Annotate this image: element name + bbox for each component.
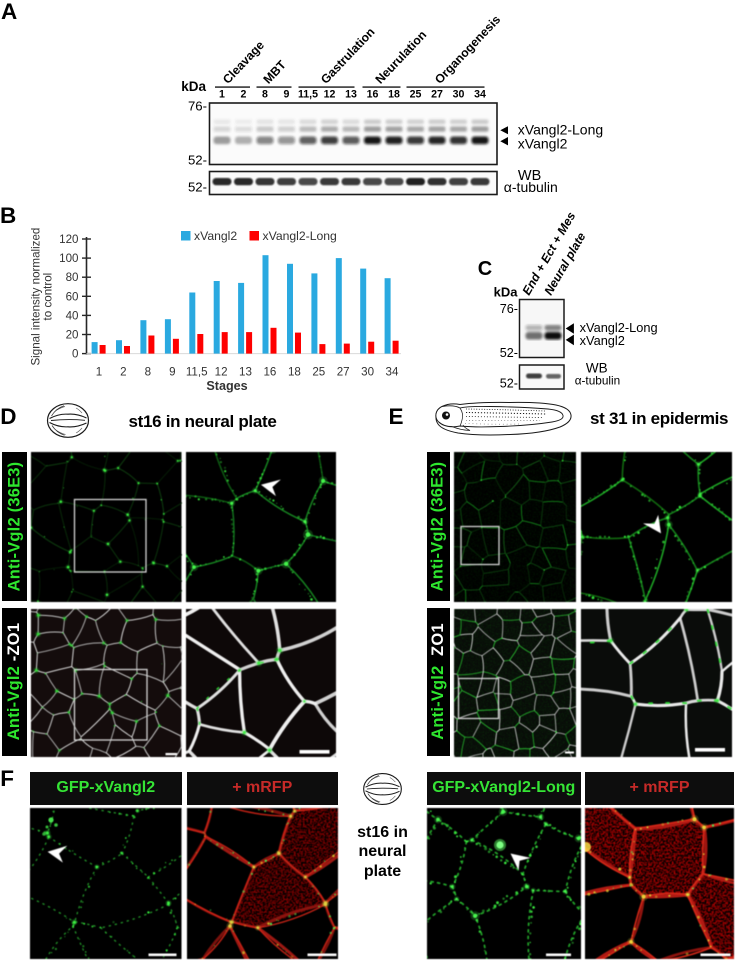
svg-text:xVangl2: xVangl2 [194,229,237,243]
svg-text:40: 40 [66,309,79,322]
svg-text:27: 27 [337,365,350,378]
svg-text:8: 8 [262,89,268,101]
svg-text:Cleavage: Cleavage [220,38,267,87]
svg-text:kDa: kDa [494,285,519,300]
svg-text:9: 9 [169,365,175,378]
svg-text:25: 25 [312,365,325,378]
svg-text:α-tubulin: α-tubulin [504,179,558,195]
svg-text:25: 25 [410,89,422,101]
svg-text:80: 80 [66,271,79,284]
svg-text:2: 2 [120,365,126,378]
svg-text:WB: WB [518,168,541,184]
svg-text:Organogenesis: Organogenesis [432,12,503,86]
svg-text:13: 13 [345,89,357,101]
svg-text:0: 0 [72,348,78,361]
svg-text:11,5: 11,5 [186,365,208,378]
svg-text:WB: WB [586,360,608,375]
svg-text:to control: to control [42,273,55,321]
svg-text:16: 16 [263,365,276,378]
svg-text:120: 120 [59,233,78,246]
svg-text:Gastrulation: Gastrulation [318,25,378,87]
svg-text:1: 1 [96,365,102,378]
svg-text:xVangl2: xVangl2 [518,136,568,152]
svg-text:76-: 76- [188,99,207,114]
svg-text:76-: 76- [500,302,518,316]
svg-text:9: 9 [284,89,290,101]
svg-text:xVangl2-Long: xVangl2-Long [263,229,337,243]
svg-text:20: 20 [66,329,79,342]
svg-text:Signal intensity normalized: Signal intensity normalized [30,228,43,366]
svg-text:xVangl2: xVangl2 [580,333,625,348]
svg-text:30: 30 [453,89,465,101]
svg-text:60: 60 [66,290,79,303]
svg-text:34: 34 [386,365,399,378]
svg-text:34: 34 [474,89,486,101]
svg-text:30: 30 [361,365,374,378]
svg-text:12: 12 [215,365,228,378]
svg-text:xVangl2-Long: xVangl2-Long [518,122,603,138]
svg-text:kDa: kDa [181,79,206,94]
svg-text:8: 8 [145,365,151,378]
svg-text:Stages: Stages [206,379,247,393]
svg-text:16: 16 [367,89,379,101]
svg-text:13: 13 [239,365,252,378]
svg-text:52-: 52- [500,346,518,360]
svg-text:12: 12 [324,89,336,101]
svg-text:1: 1 [219,89,225,101]
svg-text:MBT: MBT [261,57,290,86]
svg-text:18: 18 [288,365,301,378]
svg-text:xVangl2-Long: xVangl2-Long [580,320,658,335]
svg-text:2: 2 [241,89,247,101]
svg-text:27: 27 [431,89,443,101]
svg-text:18: 18 [388,89,400,101]
svg-text:α-tubulin: α-tubulin [575,374,621,388]
svg-text:11,5: 11,5 [298,89,318,101]
svg-text:52-: 52- [188,153,207,168]
svg-text:52-: 52- [188,180,207,195]
svg-text:Neurulation: Neurulation [373,28,430,87]
svg-text:100: 100 [59,252,78,265]
svg-text:52-: 52- [500,377,518,391]
